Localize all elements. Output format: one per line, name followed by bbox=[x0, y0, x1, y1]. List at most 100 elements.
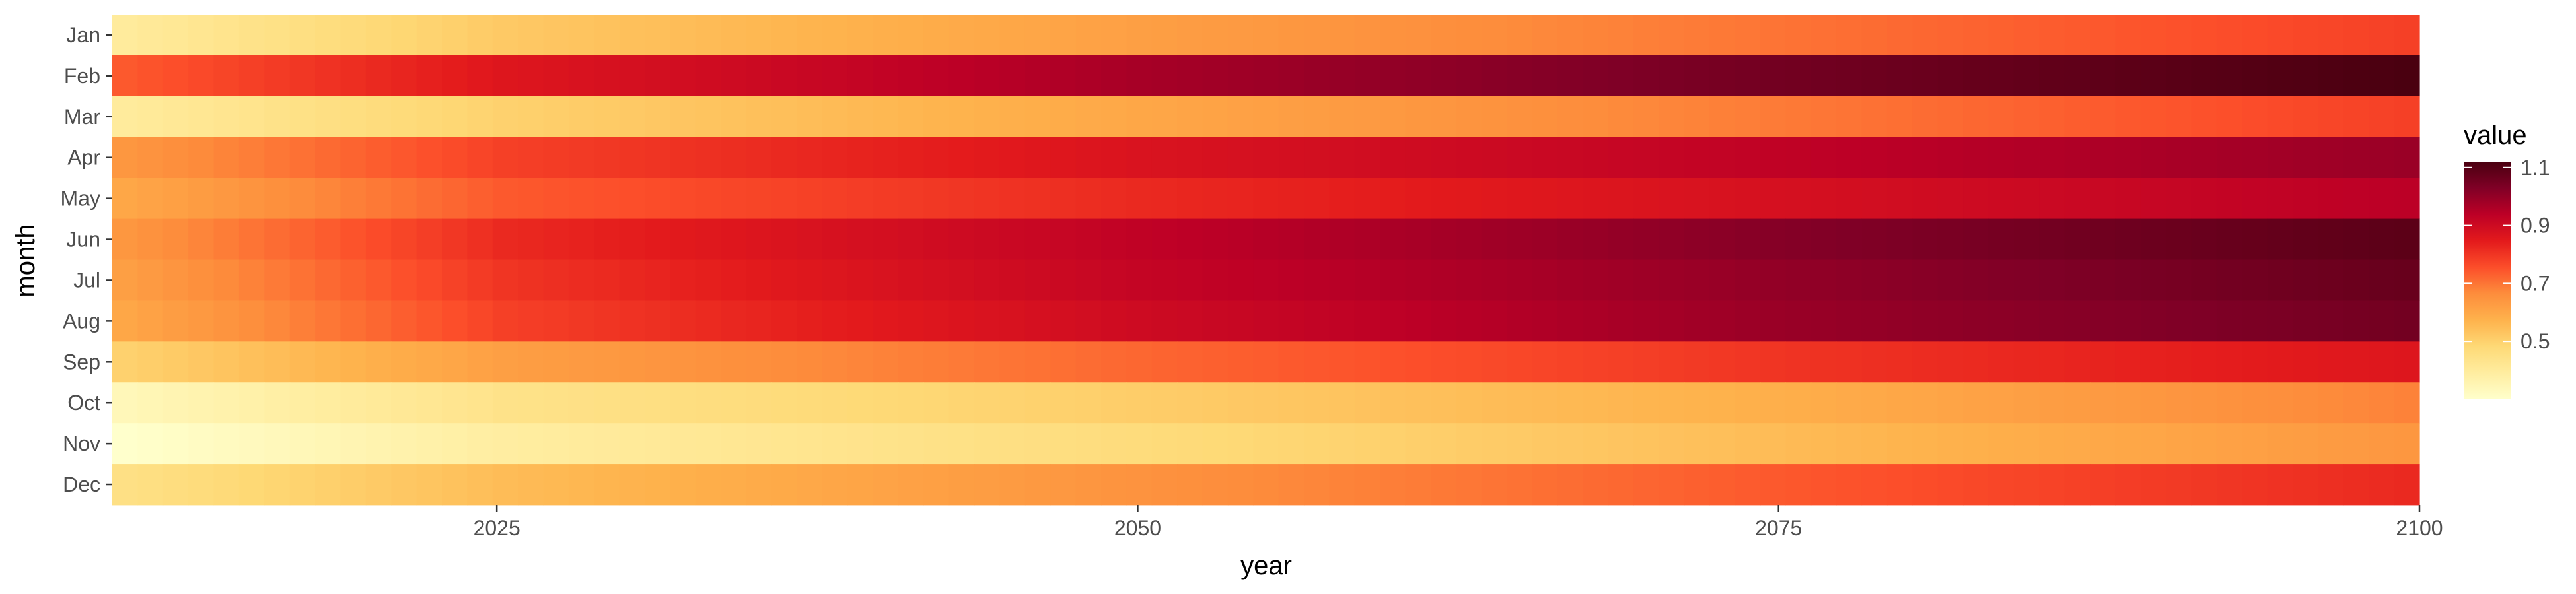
heatmap-cell bbox=[898, 382, 924, 424]
heatmap-cell bbox=[999, 55, 1026, 97]
heatmap-cell bbox=[568, 341, 594, 383]
heatmap-cell bbox=[948, 300, 975, 342]
heatmap-cell bbox=[2242, 259, 2268, 301]
heatmap-cell bbox=[1101, 15, 1127, 56]
heatmap-cell bbox=[1659, 341, 1685, 383]
heatmap-cell bbox=[442, 55, 468, 97]
heatmap-cell bbox=[873, 382, 899, 424]
heatmap-cell bbox=[1963, 15, 1989, 56]
heatmap-cell bbox=[1659, 423, 1685, 465]
heatmap-cell bbox=[695, 15, 721, 56]
heatmap-cell bbox=[2191, 464, 2217, 506]
heatmap-cell bbox=[645, 300, 671, 342]
heatmap-cell bbox=[568, 300, 594, 342]
heatmap-cell bbox=[365, 218, 392, 260]
heatmap-cell bbox=[1507, 300, 1533, 342]
heatmap-cell bbox=[391, 259, 417, 301]
heatmap-cell bbox=[315, 15, 341, 56]
heatmap-cell bbox=[1583, 382, 1609, 424]
heatmap-cell bbox=[1836, 96, 1863, 138]
heatmap-cell bbox=[1709, 259, 1736, 301]
heatmap-cell bbox=[188, 259, 215, 301]
heatmap-cell bbox=[2064, 178, 2091, 219]
heatmap-cell bbox=[873, 464, 899, 506]
heatmap-cell bbox=[1253, 218, 1279, 260]
heatmap-cell bbox=[721, 96, 747, 138]
heatmap-cell bbox=[1253, 464, 1279, 506]
heatmap-cell bbox=[847, 259, 874, 301]
heatmap-cell bbox=[2343, 178, 2369, 219]
heatmap-cell bbox=[264, 464, 291, 506]
heatmap-cell bbox=[1151, 137, 1178, 179]
heatmap-cell bbox=[518, 382, 544, 424]
heatmap-cell bbox=[1785, 15, 1812, 56]
heatmap-cell bbox=[1912, 341, 1939, 383]
heatmap-cell bbox=[2216, 341, 2242, 383]
heatmap-cell bbox=[2166, 15, 2192, 56]
heatmap-cell bbox=[594, 96, 620, 138]
color-legend: value 0.5 0.7 0.9 1.1 bbox=[2464, 121, 2550, 399]
heatmap-cell bbox=[1380, 218, 1406, 260]
heatmap-cell bbox=[695, 300, 721, 342]
heatmap-cell bbox=[2343, 341, 2369, 383]
heatmap-cell bbox=[999, 218, 1026, 260]
heatmap-cell bbox=[1329, 137, 1355, 179]
heatmap-cell bbox=[416, 423, 443, 465]
heatmap-cell bbox=[746, 96, 772, 138]
heatmap-cell bbox=[162, 137, 189, 179]
heatmap-cell bbox=[1278, 55, 1305, 97]
y-tick-label: Jan bbox=[66, 23, 100, 47]
heatmap-cell bbox=[1557, 137, 1583, 179]
heatmap-cell bbox=[948, 423, 975, 465]
heatmap-cell bbox=[1151, 96, 1178, 138]
heatmap-cell bbox=[315, 464, 341, 506]
heatmap-cell bbox=[1177, 300, 1203, 342]
heatmap-cell bbox=[543, 96, 569, 138]
heatmap-cell bbox=[974, 382, 1001, 424]
heatmap-cell bbox=[2090, 96, 2116, 138]
heatmap-cell bbox=[822, 96, 848, 138]
heatmap-cell bbox=[492, 137, 519, 179]
heatmap-cell bbox=[1735, 341, 1761, 383]
heatmap-cell bbox=[594, 423, 620, 465]
heatmap-cell bbox=[721, 341, 747, 383]
heatmap-cell bbox=[1988, 178, 2015, 219]
heatmap-cell bbox=[1633, 464, 1660, 506]
heatmap-cell bbox=[391, 423, 417, 465]
heatmap-cell bbox=[2242, 382, 2268, 424]
heatmap-cell bbox=[645, 55, 671, 97]
heatmap-cell bbox=[999, 382, 1026, 424]
heatmap-cell bbox=[1101, 341, 1127, 383]
heatmap-cell bbox=[391, 178, 417, 219]
heatmap-cell bbox=[1836, 423, 1863, 465]
heatmap-cell bbox=[898, 15, 924, 56]
heatmap-cell bbox=[746, 259, 772, 301]
legend-label: 0.7 bbox=[2521, 271, 2550, 295]
heatmap-cell bbox=[721, 382, 747, 424]
heatmap-cell bbox=[1151, 341, 1178, 383]
heatmap-cell bbox=[1633, 382, 1660, 424]
heatmap-cell bbox=[1684, 259, 1710, 301]
heatmap-cell bbox=[1709, 464, 1736, 506]
heatmap-cell bbox=[315, 96, 341, 138]
heatmap-cell bbox=[746, 464, 772, 506]
heatmap-cell bbox=[721, 178, 747, 219]
heatmap-cell bbox=[1608, 96, 1634, 138]
heatmap-cell bbox=[2293, 464, 2319, 506]
heatmap-cell bbox=[1735, 382, 1761, 424]
heatmap-cell bbox=[162, 423, 189, 465]
heatmap-cell bbox=[1659, 382, 1685, 424]
heatmap-cell bbox=[213, 15, 240, 56]
heatmap-cell bbox=[2394, 300, 2420, 342]
heatmap-cell bbox=[2166, 178, 2192, 219]
heatmap-cell bbox=[1937, 218, 1964, 260]
heatmap-cell bbox=[898, 218, 924, 260]
heatmap-cell bbox=[1151, 382, 1178, 424]
heatmap-cell bbox=[974, 15, 1001, 56]
heatmap-cell bbox=[923, 464, 950, 506]
heatmap-cell bbox=[2115, 464, 2141, 506]
heatmap-cell bbox=[315, 300, 341, 342]
heatmap-cell bbox=[365, 178, 392, 219]
heatmap-cell bbox=[2293, 382, 2319, 424]
heatmap-cell bbox=[721, 15, 747, 56]
